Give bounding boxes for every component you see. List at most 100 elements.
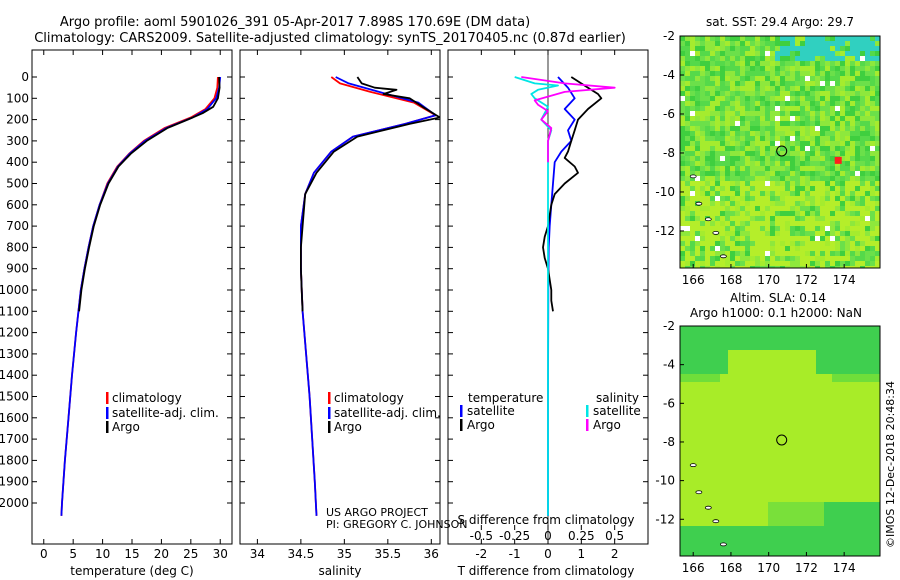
- sst-cell: [710, 51, 716, 57]
- sla-cell: [784, 350, 793, 359]
- sst-cell: [785, 41, 791, 47]
- sst-cell: [825, 71, 831, 77]
- sst-cell: [825, 141, 831, 147]
- sst-cell: [680, 211, 686, 217]
- sst-cell: [695, 71, 701, 77]
- sla-cell: [728, 550, 737, 556]
- sst-cell: [855, 201, 861, 207]
- sst-cell: [700, 106, 706, 112]
- sst-cell: [870, 126, 876, 132]
- sst-cell: [820, 136, 826, 142]
- sla-cell: [856, 470, 865, 479]
- sst-cell: [680, 176, 686, 182]
- sst-cell: [755, 66, 761, 72]
- sla-cell: [712, 550, 721, 556]
- sla-cell: [840, 526, 849, 535]
- sst-cell: [820, 171, 826, 177]
- sst-cell: [790, 46, 796, 52]
- sst-cell: [845, 66, 851, 72]
- sla-cell: [712, 470, 721, 479]
- sst-cell: [840, 236, 846, 242]
- sst-cell: [745, 151, 751, 157]
- sst-cell: [720, 201, 726, 207]
- sst-cell: [750, 116, 756, 122]
- sst-cell: [845, 121, 851, 127]
- sla-cell: [704, 382, 713, 391]
- sla-cell: [704, 398, 713, 407]
- sst-cell: [690, 111, 696, 117]
- sla-cell: [744, 398, 753, 407]
- sla-cell: [680, 470, 689, 479]
- sla-cell: [800, 406, 809, 415]
- sst-cell: [775, 106, 781, 112]
- sst-cell: [740, 171, 746, 177]
- sla-cell: [728, 358, 737, 367]
- sst-cell: [695, 216, 701, 222]
- sla-cell: [832, 326, 841, 335]
- sst-cell: [775, 121, 781, 127]
- sst-cell: [865, 181, 871, 187]
- sst-cell: [735, 131, 741, 137]
- sla-cell: [776, 342, 785, 351]
- sla-cell: [840, 382, 849, 391]
- sla-cell: [840, 422, 849, 431]
- sst-cell: [725, 91, 731, 97]
- sla-cell: [864, 374, 873, 383]
- sla-cell: [800, 358, 809, 367]
- sst-cell: [750, 111, 756, 117]
- sst-cell: [760, 126, 766, 132]
- sst-cell: [870, 171, 876, 177]
- sla-cell: [760, 334, 769, 343]
- sst-cell: [770, 91, 776, 97]
- sst-cell: [750, 181, 756, 187]
- sst-cell: [775, 41, 781, 47]
- sla-cell: [832, 478, 841, 487]
- sst-cell: [800, 106, 806, 112]
- sla-cell: [800, 430, 809, 439]
- sst-cell: [685, 176, 691, 182]
- sst-cell: [855, 226, 861, 232]
- sla-cell: [784, 486, 793, 495]
- sst-cell: [760, 41, 766, 47]
- sla-cell: [832, 422, 841, 431]
- x-tick-label: 15: [124, 547, 139, 561]
- sla-cell: [728, 334, 737, 343]
- sst-cell: [870, 181, 876, 187]
- sst-cell: [825, 86, 831, 92]
- map-x-tick-label: 172: [795, 273, 818, 287]
- sst-cell: [690, 171, 696, 177]
- y-tick-label: 100: [6, 91, 29, 105]
- sst-cell: [685, 151, 691, 157]
- sla-cell: [696, 462, 705, 471]
- sst-cell: [725, 126, 731, 132]
- sst-cell: [720, 41, 726, 47]
- sst-cell: [685, 111, 691, 117]
- sst-cell: [800, 71, 806, 77]
- sst-cell: [860, 246, 866, 252]
- sst-cell: [725, 206, 731, 212]
- sst-cell: [705, 221, 711, 227]
- sla-cell: [736, 382, 745, 391]
- sst-cell: [820, 201, 826, 207]
- sst-cell: [860, 251, 866, 257]
- sst-cell: [740, 36, 746, 42]
- sst-cell: [850, 61, 856, 67]
- sst-cell: [760, 161, 766, 167]
- sst-cell: [780, 121, 786, 127]
- sst-cell: [795, 206, 801, 212]
- sst-cell: [680, 61, 686, 67]
- sst-cell: [715, 246, 721, 252]
- sst-cell: [690, 186, 696, 192]
- sst-cell: [850, 206, 856, 212]
- sst-cell: [720, 121, 726, 127]
- sla-cell: [784, 406, 793, 415]
- sst-cell: [695, 86, 701, 92]
- sla-cell: [720, 334, 729, 343]
- sst-cell: [760, 46, 766, 52]
- sla-cell: [800, 342, 809, 351]
- sst-cell: [855, 261, 861, 267]
- sst-cell: [790, 211, 796, 217]
- sst-cell: [850, 176, 856, 182]
- sst-cell: [710, 71, 716, 77]
- sst-cell: [700, 71, 706, 77]
